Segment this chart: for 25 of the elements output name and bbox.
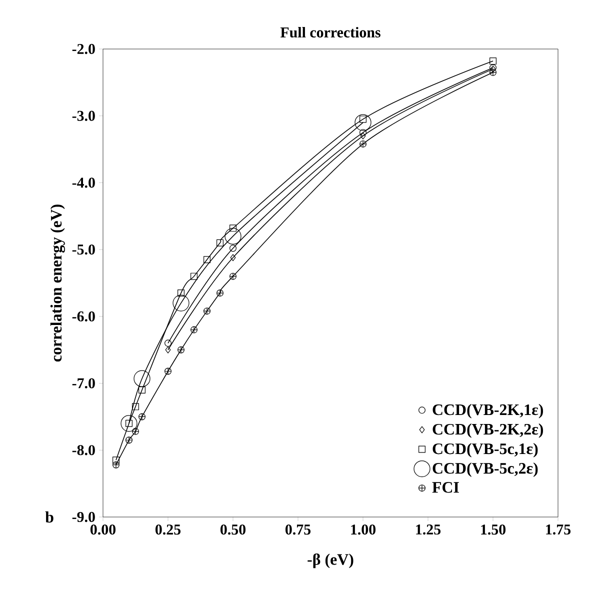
y-tick-label: -3.0: [72, 110, 95, 121]
legend-label: CCD(VB-2K,1ε): [432, 404, 544, 418]
y-tick-label: -9.0: [72, 512, 95, 522]
legend-label: CCD(VB-5c,2ε): [432, 462, 538, 477]
x-tick-label: 0.75: [285, 524, 311, 535]
y-tick-label: -6.0: [72, 311, 95, 322]
y-tick-label: -2.0: [72, 44, 95, 54]
x-tick-label: 1.50: [481, 524, 506, 535]
y-tick-label: -5.0: [72, 244, 95, 255]
x-tick-label: 1.25: [416, 524, 441, 535]
x-tick-label: 1.00: [351, 524, 376, 535]
x-tick-label: 0.00: [90, 524, 116, 535]
x-tick-label: 0.25: [155, 524, 181, 535]
chart-title: Full corrections: [280, 26, 380, 38]
legend-label: CCD(VB-5c,1ε): [432, 442, 538, 458]
y-axis-title: correlation energy (eV): [50, 204, 65, 362]
text: b: [45, 511, 54, 523]
y-tick-label: -4.0: [72, 178, 95, 188]
x-tick-label: 1.75: [546, 524, 571, 535]
y-tick-label: -7.0: [72, 378, 95, 388]
y-tick-label: -8.0: [72, 445, 95, 456]
x-tick-label: 0.50: [220, 524, 246, 535]
x-axis-title: -β (eV): [308, 554, 354, 568]
legend-label: CCD(VB-2K,2ε): [432, 423, 544, 438]
legend-label: FCI: [432, 482, 459, 493]
